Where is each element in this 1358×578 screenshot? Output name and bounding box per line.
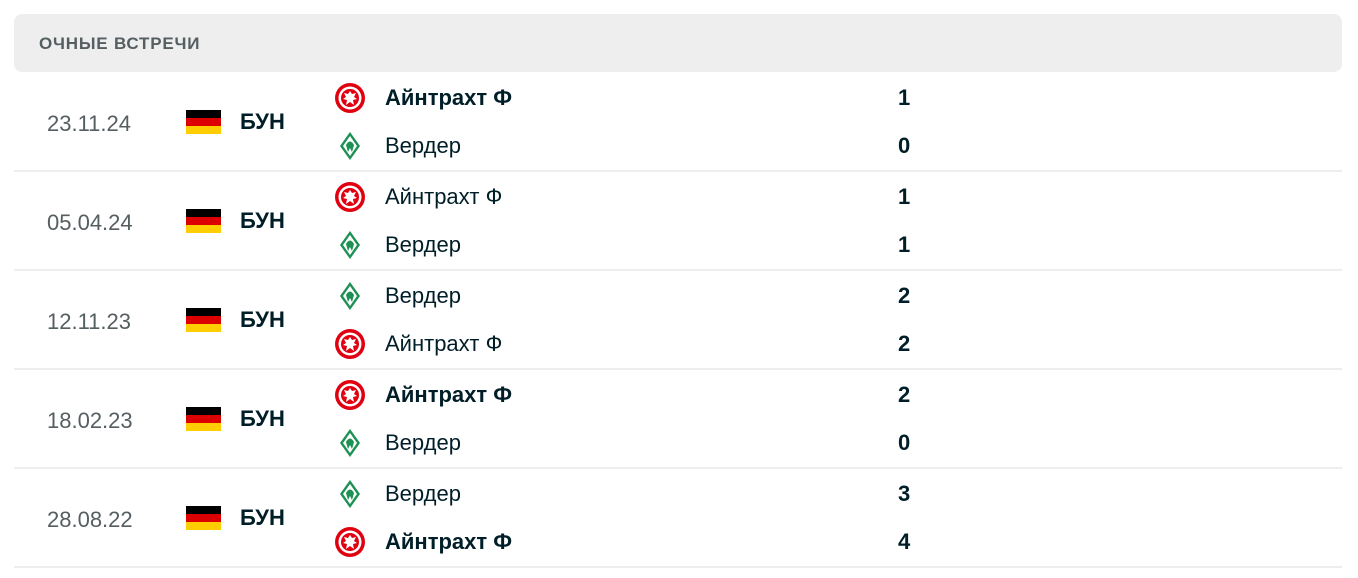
match-row[interactable]: 23.11.24 БУН Айнтрахт Ф Вердер 1 0	[14, 73, 1342, 172]
away-score: 0	[898, 430, 911, 455]
eintracht-logo-icon	[334, 379, 366, 411]
match-date: 18.02.23	[47, 408, 133, 433]
germany-flag-icon	[186, 110, 221, 134]
match-row[interactable]: 18.02.23 БУН Айнтрахт Ф Вердер 2 0	[14, 370, 1342, 469]
germany-flag-icon	[186, 506, 221, 530]
werder-logo-icon	[334, 130, 366, 162]
match-date: 23.11.24	[47, 111, 132, 136]
werder-logo-icon	[334, 280, 366, 312]
team-name: Вердер	[385, 430, 461, 455]
team-name: Айнтрахт Ф	[385, 382, 513, 407]
team-name: Айнтрахт Ф	[385, 184, 503, 209]
match-date: 28.08.22	[47, 507, 133, 532]
league-code: БУН	[240, 109, 285, 134]
team-name: Вердер	[385, 232, 461, 257]
team-name: Вердер	[385, 283, 461, 308]
werder-logo-icon	[334, 229, 366, 261]
team-home: Айнтрахт Ф	[334, 83, 512, 113]
h2h-list: 23.11.24 БУН Айнтрахт Ф Вердер 1 0 05.04.2…	[14, 73, 1342, 568]
league-code: БУН	[240, 406, 285, 431]
home-score: 2	[898, 283, 911, 308]
eintracht-logo-icon	[334, 526, 366, 558]
match-row[interactable]: 28.08.22 БУН Вердер Айнтрахт Ф 3 4	[14, 469, 1342, 568]
germany-flag-icon	[186, 407, 221, 431]
match-row[interactable]: 05.04.24 БУН Айнтрахт Ф Вердер 1 1	[14, 172, 1342, 271]
match-date: 05.04.24	[47, 210, 133, 235]
team-home: Айнтрахт Ф	[334, 182, 502, 212]
away-score: 1	[898, 232, 911, 257]
home-score: 2	[898, 382, 911, 407]
league-code: БУН	[240, 505, 285, 530]
team-away: Айнтрахт Ф	[334, 329, 502, 359]
eintracht-logo-icon	[334, 82, 366, 114]
section-title: ОЧНЫЕ ВСТРЕЧИ	[39, 34, 201, 53]
team-name: Айнтрахт Ф	[385, 85, 513, 110]
werder-logo-icon	[334, 478, 366, 510]
germany-flag-icon	[186, 209, 221, 233]
away-score: 0	[898, 133, 911, 158]
germany-flag-icon	[186, 308, 221, 332]
team-name: Айнтрахт Ф	[385, 331, 503, 356]
team-name: Айнтрахт Ф	[385, 529, 513, 554]
away-score: 4	[898, 529, 911, 554]
team-name: Вердер	[385, 133, 461, 158]
league-code: БУН	[240, 307, 285, 332]
team-home: Айнтрахт Ф	[334, 380, 512, 410]
team-away: Айнтрахт Ф	[334, 527, 512, 557]
section-header: ОЧНЫЕ ВСТРЕЧИ	[14, 14, 1342, 72]
home-score: 3	[898, 481, 911, 506]
team-away: Вердер	[334, 428, 461, 458]
werder-logo-icon	[334, 427, 366, 459]
team-home: Вердер	[334, 479, 461, 509]
league-code: БУН	[240, 208, 285, 233]
team-name: Вердер	[385, 481, 461, 506]
team-home: Вердер	[334, 281, 461, 311]
team-away: Вердер	[334, 131, 461, 161]
home-score: 1	[898, 184, 911, 209]
team-away: Вердер	[334, 230, 461, 260]
match-date: 12.11.23	[47, 309, 132, 334]
eintracht-logo-icon	[334, 328, 366, 360]
match-row[interactable]: 12.11.23 БУН Вердер Айнтрахт Ф 2 2	[14, 271, 1342, 370]
home-score: 1	[898, 85, 911, 110]
away-score: 2	[898, 331, 911, 356]
eintracht-logo-icon	[334, 181, 366, 213]
